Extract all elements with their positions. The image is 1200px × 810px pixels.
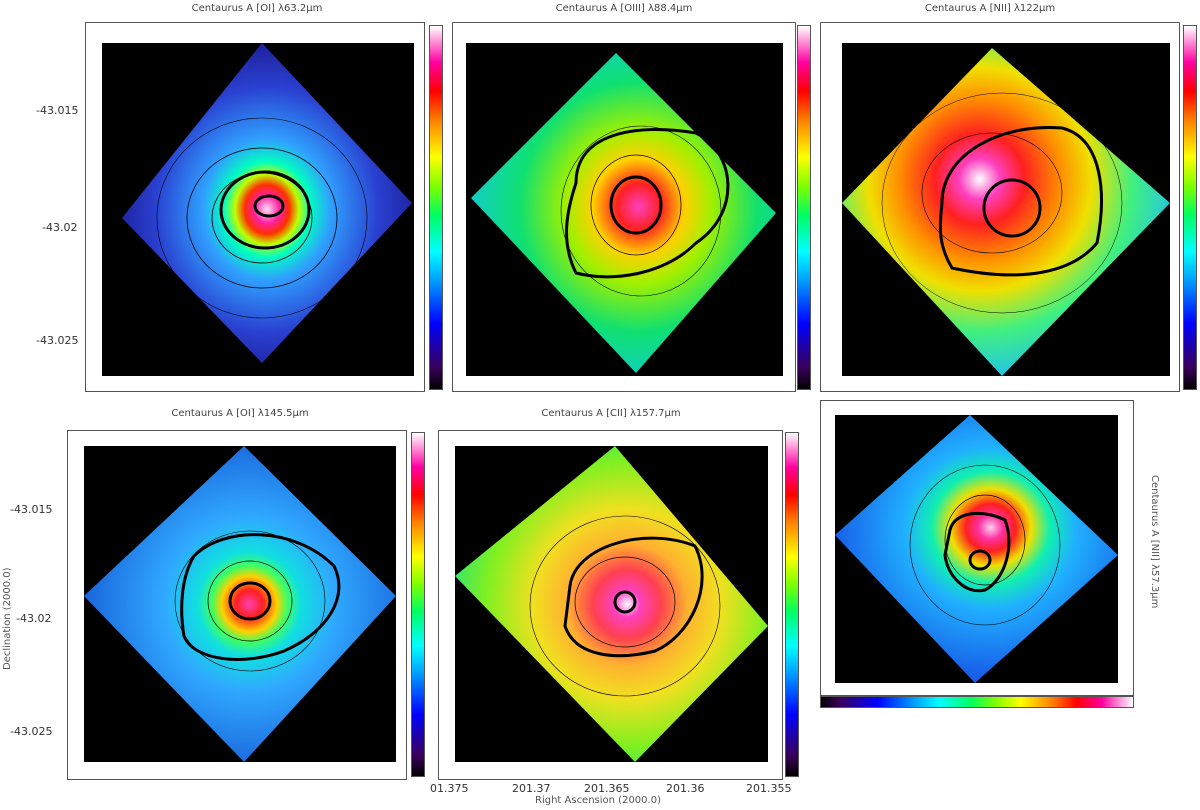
dec-tick-bottom-1: -43.015 [10,503,53,516]
dec-tick-top-3: -43.025 [36,334,79,347]
map-oi63 [102,43,414,376]
panel-title-oi145: Centaurus A [OI] λ145.5μm [171,408,309,419]
map-nii122-image [842,48,1170,376]
side-title-nii57: Centaurus A [NII] λ57.3μm [1149,475,1160,609]
panel-title-oi63: Centaurus A [OI] λ63.2μm [191,3,323,14]
colorbar-nii122 [1183,25,1197,390]
colorbar-oi145 [411,432,425,777]
ra-tick-2: 201.37 [512,782,551,795]
map-oi63-image [122,43,412,363]
map-oiii88-image [471,53,776,373]
panel-title-oiii88: Centaurus A [OIII] λ88.4μm [555,3,693,14]
map-oiii88 [466,43,783,376]
map-cii157-image [455,446,768,762]
map-oi145 [84,446,396,762]
colorbar-oi63 [429,25,443,390]
ra-tick-3: 201.365 [584,782,630,795]
ra-tick-4: 201.36 [666,782,705,795]
map-cii157 [455,446,768,762]
map-oi145-image [84,446,396,762]
map-nii122 [842,43,1170,376]
panel-title-nii122: Centaurus A [NII] λ122μm [924,3,1056,14]
y-axis-label: Declination (2000.0) [2,567,13,671]
ra-tick-1: 01.375 [430,782,469,795]
map-nii57 [835,415,1118,683]
colorbar-oiii88 [797,25,811,390]
map-nii57-image [835,415,1118,683]
colorbar-nii57 [820,696,1134,708]
x-axis-label: Right Ascension (2000.0) [535,795,661,806]
dec-tick-top-2: -43.02 [42,221,78,234]
colorbar-cii157 [785,432,799,777]
dec-tick-bottom-2: -43.02 [16,612,52,625]
dec-tick-bottom-3: -43.025 [10,725,53,738]
panel-title-cii157: Centaurus A [CII] λ157.7μm [541,408,681,419]
ra-tick-5: 201.355 [746,782,792,795]
dec-tick-top-1: -43.015 [36,104,79,117]
